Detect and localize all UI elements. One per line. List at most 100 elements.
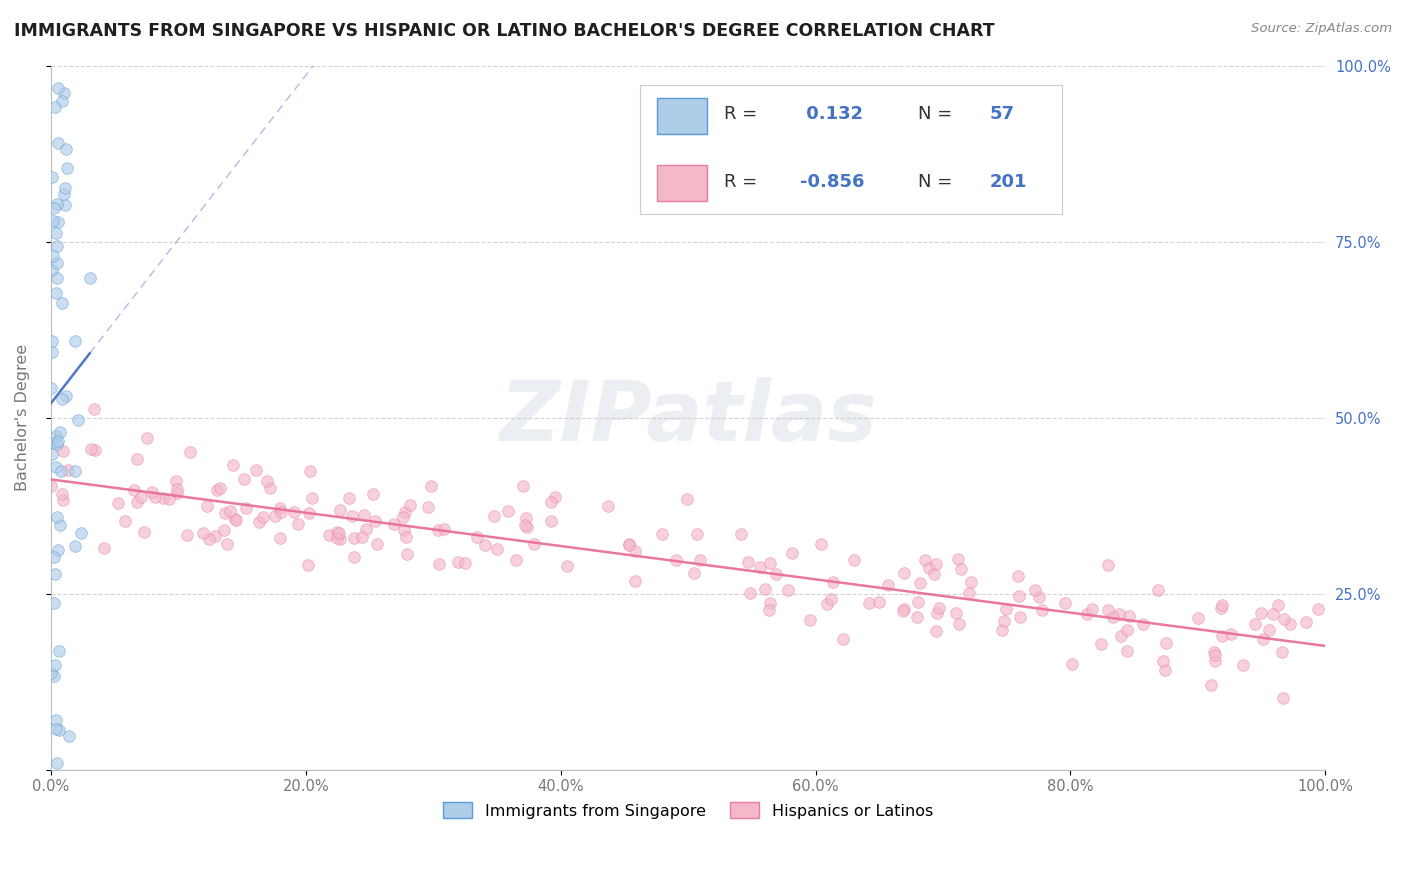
Point — [51, 94, 73, 108]
Point — [1187, 611, 1209, 625]
Text: IMMIGRANTS FROM SINGAPORE VS HISPANIC OR LATINO BACHELOR'S DEGREE CORRELATION CH: IMMIGRANTS FROM SINGAPORE VS HISPANIC OR… — [14, 22, 994, 40]
Point — [298, 506, 321, 520]
Point — [689, 552, 711, 566]
Point — [52, 443, 75, 458]
Point — [993, 614, 1015, 628]
Point — [79, 271, 101, 285]
Point — [1154, 636, 1177, 650]
Point — [67, 413, 90, 427]
Point — [957, 585, 980, 599]
Point — [245, 463, 267, 477]
Point — [41, 169, 63, 184]
Point — [222, 458, 245, 472]
Point — [1202, 645, 1225, 659]
Point — [651, 527, 673, 541]
Point — [1295, 615, 1317, 629]
Point — [51, 296, 73, 310]
Point — [1109, 629, 1132, 643]
Point — [738, 586, 761, 600]
Point — [193, 525, 215, 540]
Point — [283, 505, 305, 519]
Point — [1080, 602, 1102, 616]
Point — [820, 592, 842, 607]
Point — [948, 552, 970, 566]
Point — [540, 514, 562, 528]
Point — [543, 490, 565, 504]
Point — [39, 381, 62, 395]
Point — [394, 505, 416, 519]
Point — [395, 530, 418, 544]
Text: 0.132: 0.132 — [800, 105, 863, 123]
Point — [318, 528, 340, 542]
Point — [1250, 606, 1272, 620]
Point — [208, 481, 231, 495]
Point — [392, 523, 415, 537]
Point — [326, 532, 349, 546]
Point — [427, 523, 450, 537]
Point — [46, 543, 69, 558]
Point — [914, 553, 936, 567]
Point — [328, 502, 350, 516]
Point — [42, 249, 65, 263]
Point — [758, 603, 780, 617]
Point — [39, 479, 62, 493]
Point — [301, 491, 323, 505]
Point — [1204, 648, 1226, 663]
Point — [416, 500, 439, 515]
Point — [1267, 599, 1289, 613]
Point — [352, 530, 374, 544]
Point — [214, 506, 236, 520]
Point — [65, 464, 87, 478]
Point — [776, 583, 799, 598]
Point — [52, 87, 75, 101]
Point — [1204, 654, 1226, 668]
Point — [48, 425, 70, 440]
Point — [496, 504, 519, 518]
Point — [143, 491, 166, 505]
Point — [893, 566, 915, 580]
Point — [46, 436, 69, 450]
Point — [48, 723, 70, 737]
Point — [1060, 657, 1083, 672]
Point — [482, 508, 505, 523]
Point — [623, 543, 645, 558]
Point — [41, 334, 63, 349]
Point — [287, 517, 309, 532]
Point — [195, 499, 218, 513]
Point — [224, 512, 246, 526]
Point — [46, 256, 69, 270]
Point — [515, 510, 537, 524]
Point — [815, 597, 838, 611]
Point — [354, 522, 377, 536]
Point — [1209, 600, 1232, 615]
Point — [204, 529, 226, 543]
Point — [337, 491, 360, 506]
Point — [908, 576, 931, 591]
Point — [821, 575, 844, 590]
Point — [1024, 583, 1046, 598]
Point — [485, 541, 508, 556]
Point — [215, 537, 238, 551]
Point — [53, 198, 76, 212]
Point — [665, 553, 688, 567]
Point — [49, 518, 72, 533]
Point — [52, 492, 75, 507]
Point — [765, 567, 787, 582]
Point — [235, 500, 257, 515]
Point — [176, 528, 198, 542]
Text: N =: N = — [918, 173, 957, 191]
Point — [259, 481, 281, 495]
Point — [754, 582, 776, 596]
Point — [166, 482, 188, 496]
Point — [46, 136, 69, 150]
Point — [42, 201, 65, 215]
Point — [269, 532, 291, 546]
Point — [166, 485, 188, 500]
Point — [928, 600, 950, 615]
Point — [56, 161, 79, 175]
Point — [1097, 558, 1119, 572]
Point — [749, 560, 772, 574]
Point — [247, 515, 270, 529]
Point — [52, 186, 75, 201]
Point — [325, 525, 347, 540]
